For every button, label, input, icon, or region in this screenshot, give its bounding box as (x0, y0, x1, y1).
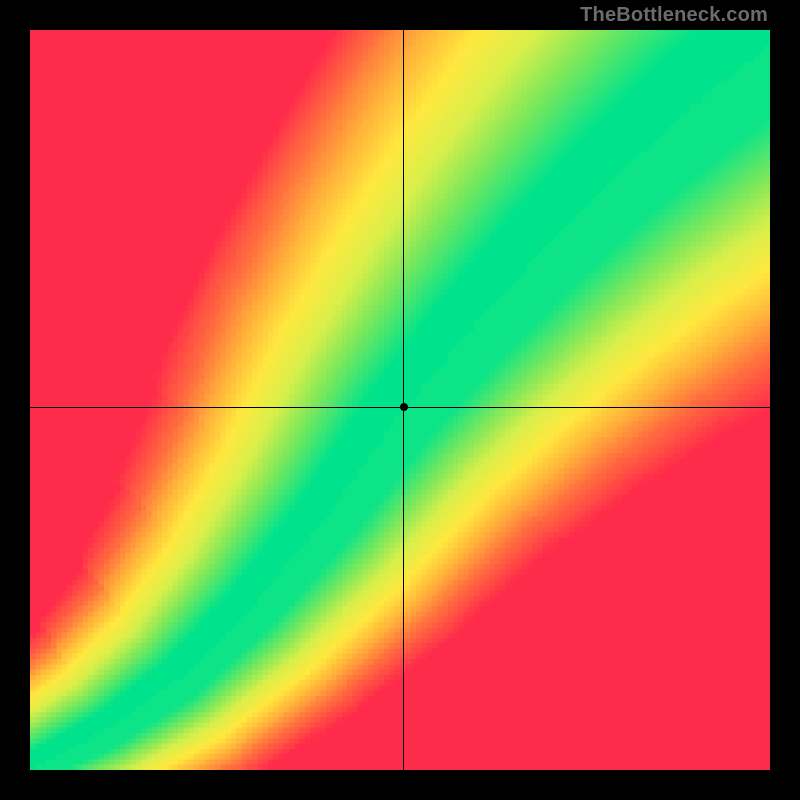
crosshair-vertical (403, 30, 404, 770)
chart-container: TheBottleneck.com (0, 0, 800, 800)
heatmap-canvas (30, 30, 770, 770)
watermark-text: TheBottleneck.com (580, 4, 768, 27)
